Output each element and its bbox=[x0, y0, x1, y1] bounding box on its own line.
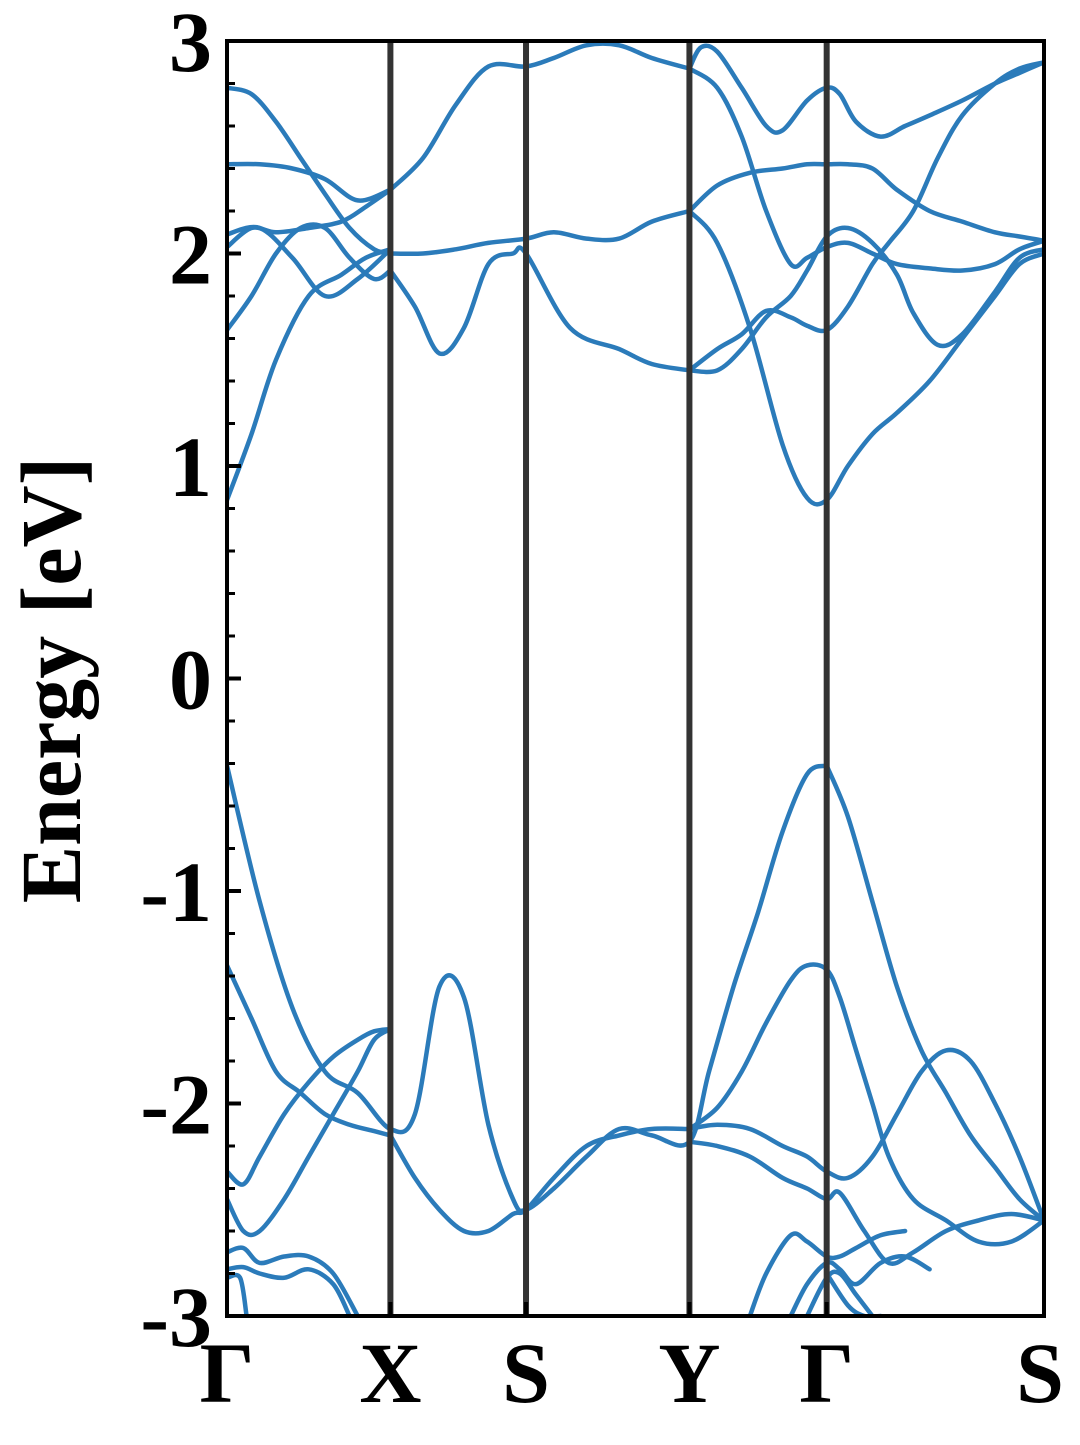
x-tick-label: S bbox=[502, 1325, 550, 1421]
band-line-17 bbox=[227, 247, 393, 503]
band-line-20 bbox=[227, 224, 393, 299]
band-line-15 bbox=[804, 1269, 875, 1316]
band-line-18 bbox=[227, 222, 393, 333]
band-line-29 bbox=[687, 208, 1044, 507]
band-line-28 bbox=[687, 161, 1044, 244]
band-line-11 bbox=[227, 1264, 352, 1316]
y-ticks: 3 2 1 0 -1 -2 -3 bbox=[140, 0, 241, 1365]
y-tick-label: 2 bbox=[169, 207, 212, 303]
x-tick-label: X bbox=[359, 1325, 421, 1421]
x-tick-label: Γ bbox=[799, 1325, 854, 1421]
y-tick-label: 3 bbox=[169, 0, 212, 90]
band-line-3 bbox=[227, 963, 393, 1138]
band-line-5 bbox=[227, 1026, 393, 1187]
band-line-8 bbox=[687, 962, 1044, 1247]
y-axis-label: Energy [eV] bbox=[3, 457, 99, 904]
band-line-25 bbox=[388, 41, 692, 193]
band-line-10 bbox=[227, 1245, 360, 1316]
y-tick-label: -3 bbox=[140, 1269, 212, 1365]
band-line-7 bbox=[687, 1047, 1044, 1223]
band-line-23 bbox=[388, 245, 692, 373]
y-tick-label: -1 bbox=[140, 844, 212, 940]
band-line-6 bbox=[227, 1026, 393, 1238]
x-tick-label: Γ bbox=[200, 1325, 255, 1421]
band-line-27 bbox=[687, 66, 1044, 273]
band-line-2 bbox=[824, 763, 1044, 1223]
band-line-4 bbox=[388, 1126, 692, 1236]
band-line-22 bbox=[227, 85, 393, 256]
band-line-16 bbox=[824, 1271, 883, 1316]
band-line-31 bbox=[687, 60, 1044, 373]
y-tick-label: 1 bbox=[169, 419, 212, 515]
band-line-12 bbox=[227, 1272, 249, 1316]
band-line-30 bbox=[687, 225, 1044, 375]
band-line-1 bbox=[227, 763, 829, 1214]
band-line-24 bbox=[388, 208, 692, 257]
x-tick-label: Y bbox=[658, 1325, 720, 1421]
x-tick-label: S bbox=[1016, 1325, 1064, 1421]
high-symmetry-lines bbox=[387, 41, 830, 1316]
y-tick-label: 0 bbox=[169, 632, 212, 728]
bands-layer bbox=[227, 41, 1044, 1316]
y-tick-label: -2 bbox=[140, 1057, 212, 1153]
band-line-9 bbox=[687, 1139, 1044, 1266]
band-line-26 bbox=[687, 43, 1044, 139]
